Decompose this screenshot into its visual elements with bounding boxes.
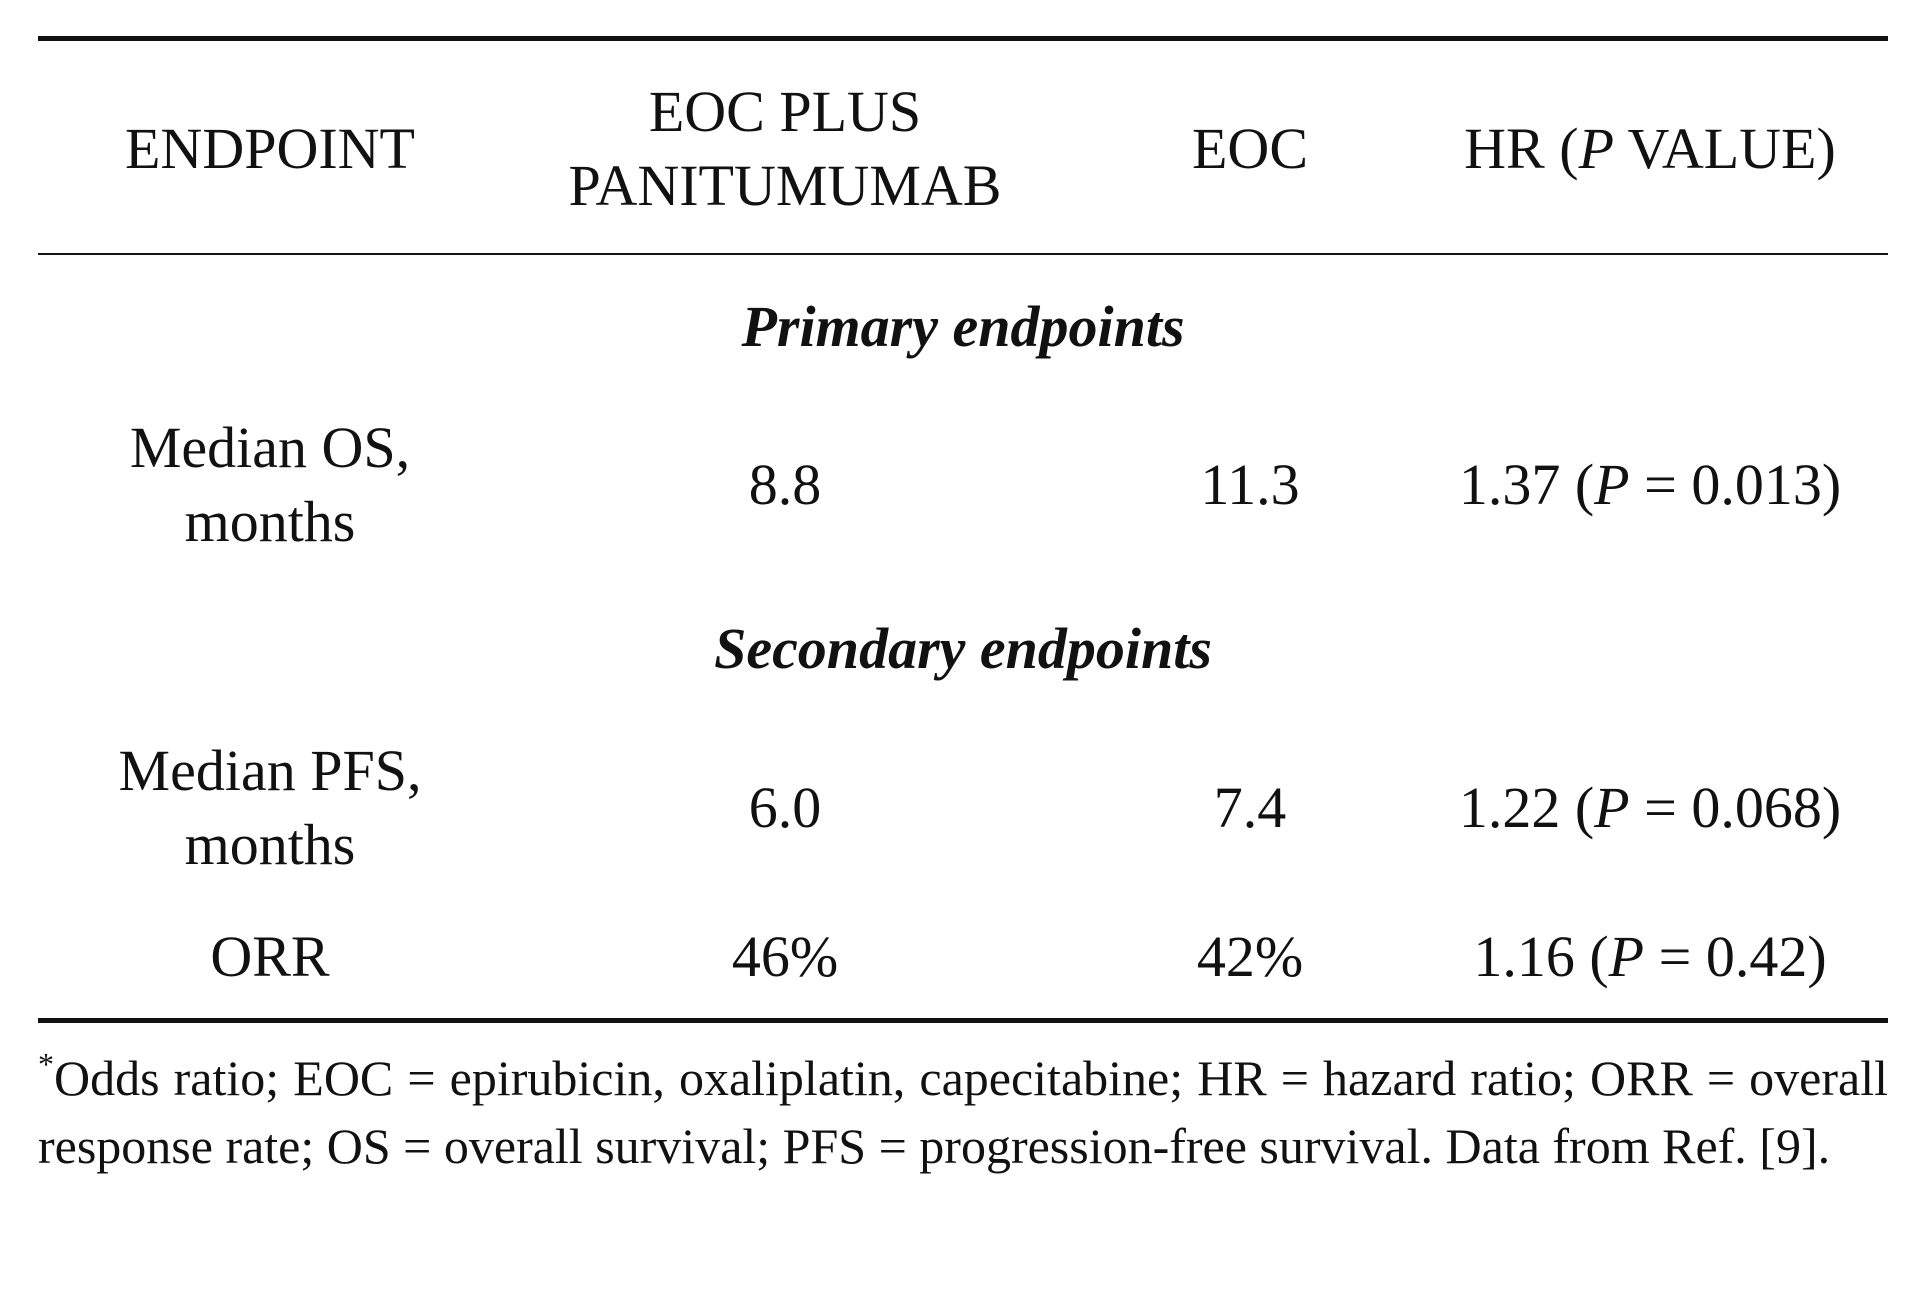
header-hr-suffix: VALUE) xyxy=(1614,116,1836,181)
row-os-label-line2: months xyxy=(184,489,356,554)
header-arm1-line1: EOC PLUS xyxy=(648,79,922,144)
table-row-pfs-arm2: 7.4 xyxy=(1090,728,1410,888)
table-row-pfs-hr: 1.22 (P = 0.068) xyxy=(1410,728,1890,888)
row-pfs-hr-p: P xyxy=(1594,775,1630,840)
row-pfs-arm1-value: 6.0 xyxy=(748,775,822,840)
header-hr-p: P xyxy=(1578,116,1614,181)
table-row-os-endpoint: Median OS, months xyxy=(60,405,480,565)
table-row-orr-hr: 1.16 (P = 0.42) xyxy=(1410,917,1890,997)
header-hr: HR (P VALUE) xyxy=(1410,64,1890,234)
header-arm1-line2: PANITUMUMAB xyxy=(568,153,1002,218)
row-os-label-line1: Median OS, xyxy=(129,415,411,480)
row-orr-label: ORR xyxy=(210,924,330,989)
footnote-text: Odds ratio; EOC = epirubicin, oxaliplati… xyxy=(38,1050,1888,1174)
table-row-pfs-arm1: 6.0 xyxy=(500,728,1070,888)
row-pfs-label-line1: Median PFS, xyxy=(118,738,422,803)
header-eoc-text: EOC xyxy=(1192,116,1308,181)
row-os-hr-value: 1.37 ( xyxy=(1458,452,1595,517)
table-row-pfs-endpoint: Median PFS, months xyxy=(60,728,480,888)
section-title-primary: Primary endpoints xyxy=(38,286,1888,366)
section-title-primary-text: Primary endpoints xyxy=(741,293,1185,359)
table-footnote: *Odds ratio; EOC = epirubicin, oxaliplat… xyxy=(38,1044,1888,1180)
row-orr-hr-value: 1.16 ( xyxy=(1473,924,1609,989)
row-pfs-hr-value: 1.22 ( xyxy=(1458,775,1595,840)
table-row-os-hr: 1.37 (P = 0.013) xyxy=(1410,405,1890,565)
header-hr-prefix: HR ( xyxy=(1464,116,1579,181)
row-os-arm1-value: 8.8 xyxy=(748,452,822,517)
table-row-os-arm2: 11.3 xyxy=(1090,405,1410,565)
row-orr-arm2-value: 42% xyxy=(1196,924,1304,989)
footnote-marker: * xyxy=(38,1046,54,1082)
row-os-hr-p: P xyxy=(1594,452,1630,517)
section-title-secondary-text: Secondary endpoints xyxy=(714,615,1212,681)
header-endpoint-text: ENDPOINT xyxy=(125,116,415,181)
header-eoc: EOC xyxy=(1090,64,1410,234)
table-row-os-arm1: 8.8 xyxy=(500,405,1070,565)
row-orr-arm1-value: 46% xyxy=(731,924,839,989)
section-title-secondary: Secondary endpoints xyxy=(38,608,1888,688)
table-top-rule xyxy=(38,36,1888,41)
table-bottom-rule xyxy=(38,1018,1888,1023)
header-endpoint: ENDPOINT xyxy=(60,64,480,234)
row-orr-hr-rest: = 0.42) xyxy=(1644,924,1827,989)
table-row-orr-arm2: 42% xyxy=(1090,917,1410,997)
table-row-orr-arm1: 46% xyxy=(500,917,1070,997)
header-eoc-plus-panitumumab: EOC PLUS PANITUMUMAB xyxy=(500,64,1070,234)
row-pfs-hr-rest: = 0.068) xyxy=(1629,775,1842,840)
table-row-orr-endpoint: ORR xyxy=(60,917,480,997)
row-pfs-label-line2: months xyxy=(184,812,356,877)
row-os-hr-rest: = 0.013) xyxy=(1629,452,1842,517)
row-pfs-arm2-value: 7.4 xyxy=(1213,775,1287,840)
row-orr-hr-p: P xyxy=(1608,924,1645,989)
table-header-rule xyxy=(38,253,1888,255)
row-os-arm2-value: 11.3 xyxy=(1200,452,1300,517)
